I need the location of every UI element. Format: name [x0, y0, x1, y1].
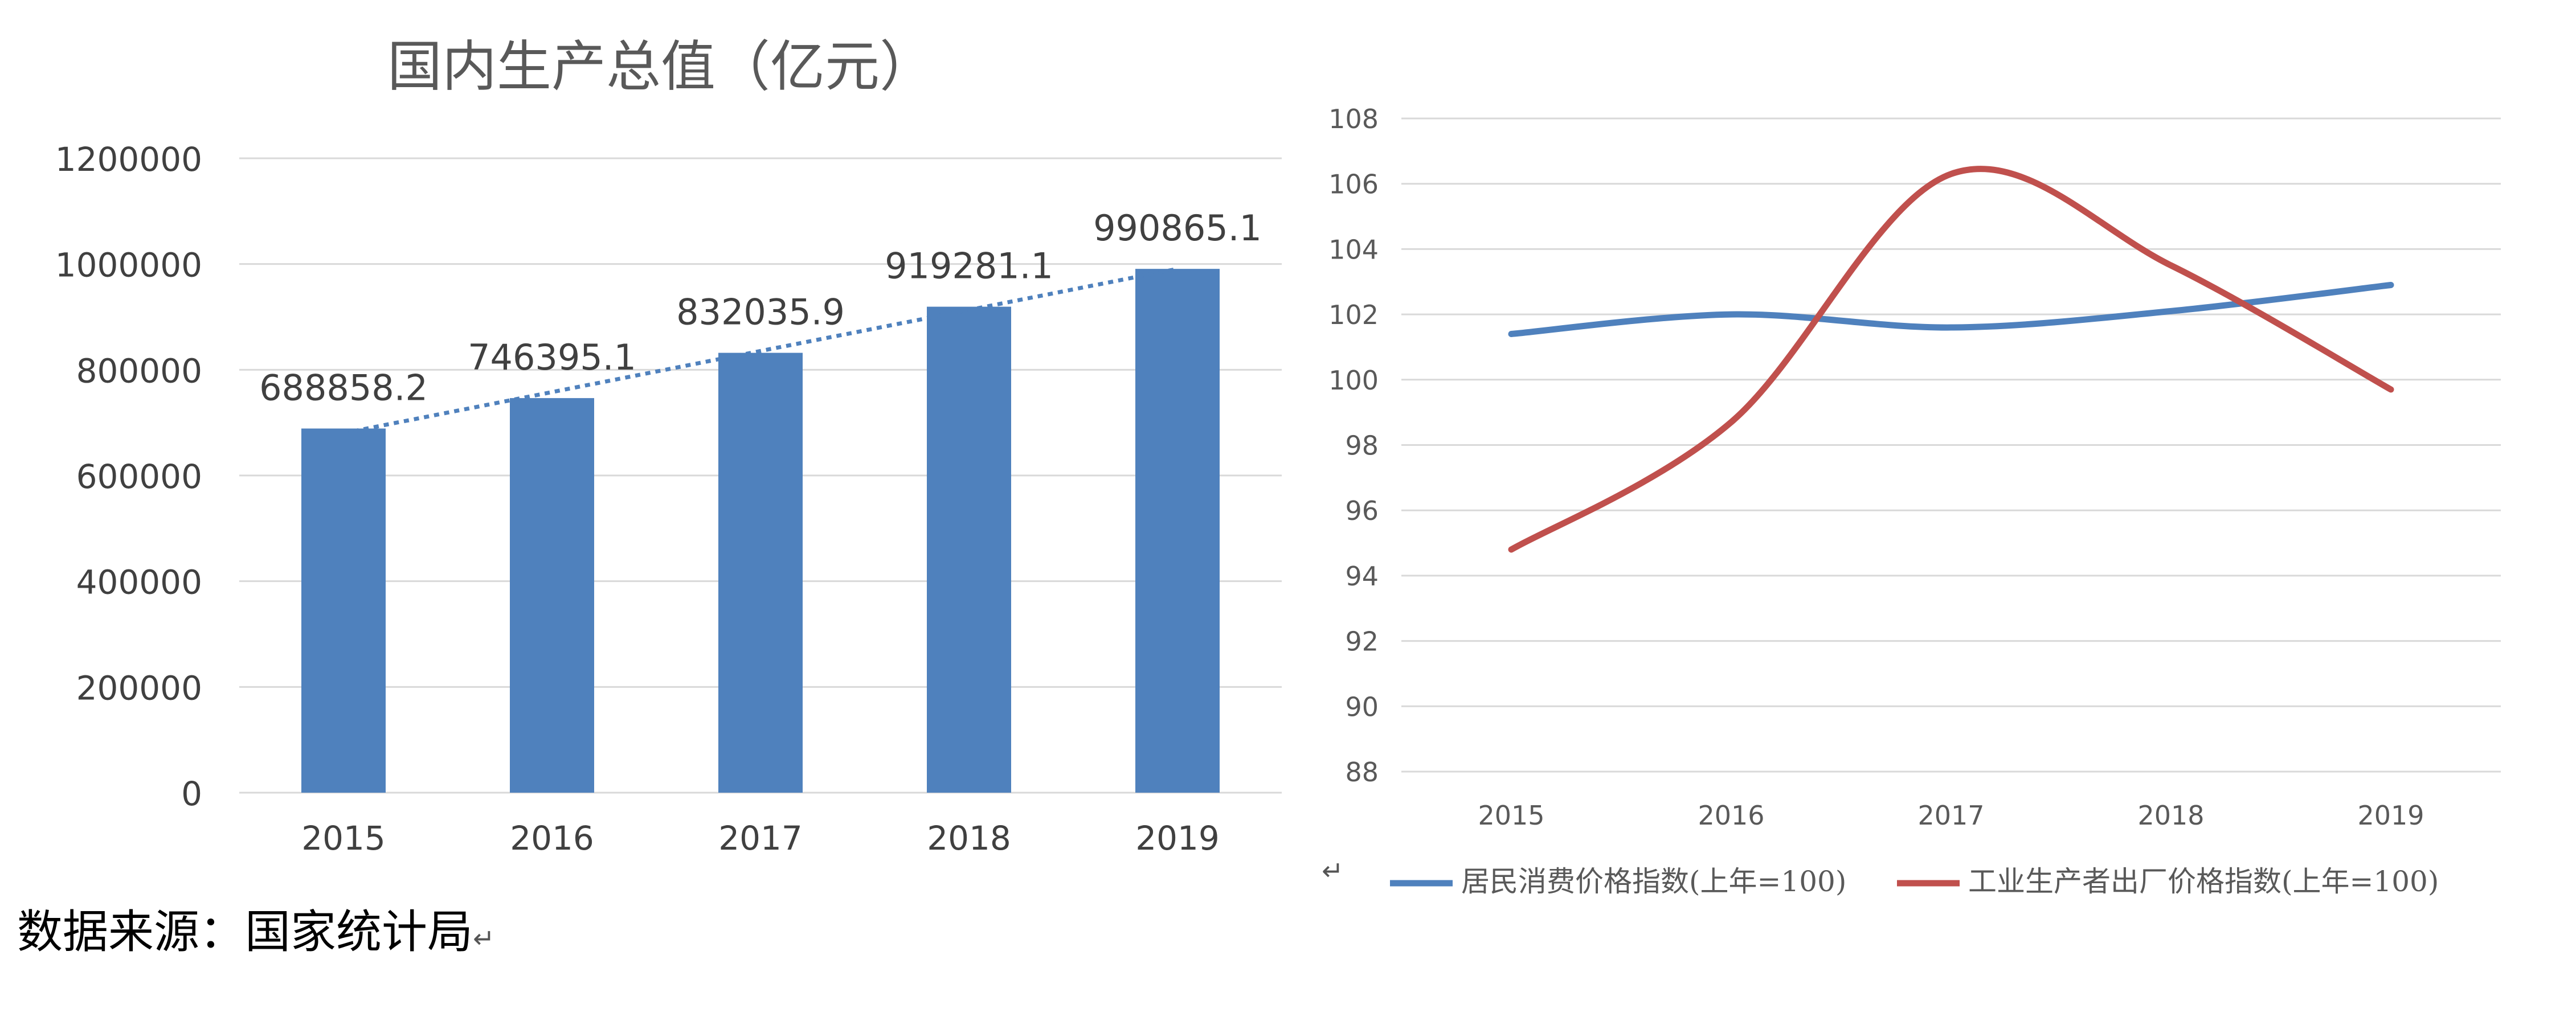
price-y-axis-ticks: 88 90 92 94 96 98 100 102 104 106 108: [1328, 104, 1379, 788]
price-y-tick-label: 106: [1328, 169, 1379, 200]
gdp-trendline-path: [343, 266, 1178, 436]
gdp-chart-title: 国内生产总值（亿元）: [387, 35, 934, 99]
gdp-x-tick-label: 2015: [301, 819, 386, 858]
gdp-y-tick-label: 600000: [76, 457, 202, 496]
data-source-text: 数据来源：国家统计局: [17, 905, 473, 958]
price-x-tick-label: 2018: [2137, 800, 2204, 831]
price-x-tick-label: 2015: [1478, 800, 1544, 831]
gdp-bar: [927, 306, 1011, 793]
gdp-data-label: 746395.1: [468, 337, 636, 378]
price-index-line-chart: 88 90 92 94 96 98 100 102 104 106 108 2015 2016 2017…: [1322, 104, 2501, 898]
gdp-bar: [510, 398, 594, 793]
data-source-note: 数据来源：国家统计局↵: [17, 895, 495, 961]
gdp-bar: [718, 352, 803, 793]
price-series-line-2: [1508, 166, 2394, 553]
price-y-tick-label: 100: [1328, 365, 1379, 396]
return-mark-symbol: ↵: [1322, 855, 1344, 886]
price-x-tick-label: 2017: [1917, 800, 1984, 831]
gdp-bar-chart: 国内生产总值（亿元） 0 200000 400000 600000 800000 1000…: [55, 35, 1282, 858]
price-legend-label-1: 居民消费价格指数(上年=100): [1461, 865, 1846, 898]
gdp-x-tick-label: 2019: [1135, 819, 1220, 858]
price-y-tick-label: 104: [1328, 234, 1379, 265]
gdp-bars: [301, 269, 1220, 793]
gdp-x-tick-label: 2016: [510, 819, 594, 858]
gdp-data-labels: 688858.2 746395.1 832035.9 919281.1 990865.1: [259, 207, 1262, 408]
gdp-data-label: 919281.1: [885, 245, 1053, 287]
gdp-trendline: [343, 266, 1178, 436]
price-x-tick-label: 2019: [2357, 800, 2424, 831]
gdp-y-tick-label: 800000: [76, 351, 202, 390]
gdp-data-label: 688858.2: [259, 367, 428, 409]
price-x-axis-ticks: 2015 2016 2017 2018 2019: [1478, 800, 2424, 831]
price-y-tick-label: 92: [1345, 626, 1379, 657]
gdp-y-tick-label: 1000000: [55, 246, 202, 285]
price-y-tick-label: 90: [1345, 691, 1379, 722]
price-legend-label-2: 工业生产者出厂价格指数(上年=100): [1968, 865, 2439, 898]
gdp-x-tick-label: 2017: [718, 819, 803, 858]
gdp-y-tick-label: 1200000: [55, 140, 202, 179]
price-y-tick-label: 108: [1328, 104, 1379, 134]
gdp-y-tick-label: 200000: [76, 669, 202, 707]
return-mark-symbol: ↵: [473, 923, 495, 954]
price-y-tick-label: 102: [1328, 300, 1379, 330]
gdp-bar: [1135, 269, 1220, 793]
gdp-y-tick-label: 0: [181, 774, 202, 813]
price-x-tick-label: 2016: [1698, 800, 1764, 831]
gdp-data-label: 832035.9: [676, 292, 845, 333]
gdp-x-tick-label: 2018: [927, 819, 1011, 858]
gdp-y-tick-label: 400000: [76, 563, 202, 602]
gdp-bar: [301, 428, 386, 793]
price-y-tick-label: 94: [1345, 561, 1379, 592]
price-y-tick-label: 98: [1345, 430, 1379, 461]
gdp-y-axis-ticks: 0 200000 400000 600000 800000 1000000 1200000: [55, 140, 202, 813]
gdp-x-axis-ticks: 2015 2016 2017 2018 2019: [301, 819, 1220, 858]
price-legend: 居民消费价格指数(上年=100) 工业生产者出厂价格指数(上年=100): [1390, 865, 2439, 898]
price-y-tick-label: 96: [1345, 495, 1379, 526]
price-gridlines: [1401, 117, 2501, 773]
price-y-tick-label: 88: [1345, 757, 1379, 788]
price-series-line-1: [1508, 281, 2394, 338]
gdp-data-label: 990865.1: [1093, 207, 1262, 249]
price-series-lines: [1508, 166, 2394, 553]
